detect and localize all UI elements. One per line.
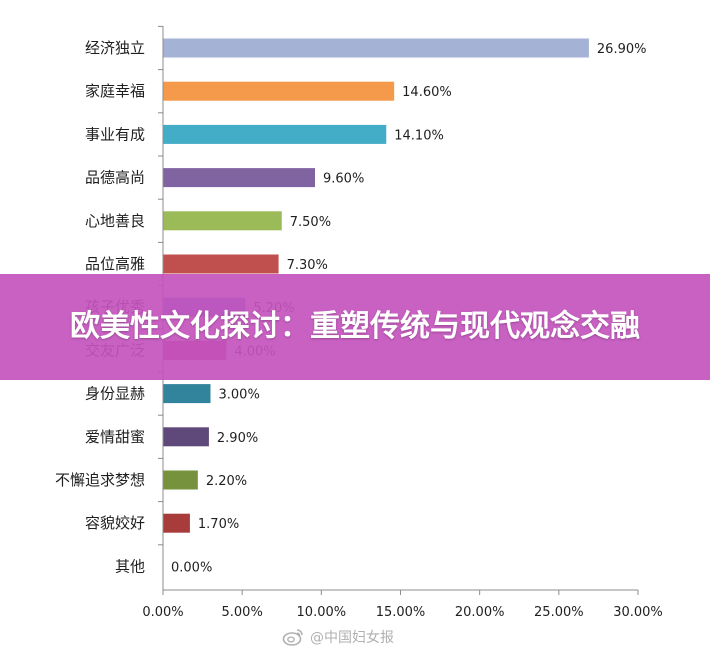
category-label: 容貌姣好 [85, 514, 145, 532]
category-label: 经济独立 [85, 39, 145, 57]
data-label: 7.50% [290, 215, 331, 230]
category-label: 心地善良 [85, 212, 145, 230]
category-label: 不懈追求梦想 [55, 471, 145, 489]
data-label: 26.90% [597, 42, 647, 57]
data-label: 7.30% [287, 258, 328, 273]
title-banner: 欧美性文化探讨：重塑传统与现代观念交融 [0, 274, 710, 380]
data-label: 9.60% [323, 172, 364, 187]
watermark: @中国妇女报 [282, 626, 394, 648]
data-label: 2.20% [206, 474, 247, 489]
category-label: 其他 [115, 557, 145, 575]
category-label: 爱情甜蜜 [85, 428, 145, 446]
x-tick-label: 30.00% [613, 605, 663, 620]
data-label: 0.00% [171, 560, 212, 575]
bar [163, 211, 282, 231]
category-label: 品位高雅 [85, 255, 145, 273]
category-label: 品德高尚 [85, 169, 145, 187]
bar [163, 470, 198, 490]
category-label: 事业有成 [85, 125, 145, 143]
data-label: 14.10% [394, 128, 444, 143]
category-label: 身份显赫 [85, 385, 145, 403]
data-label: 2.90% [217, 431, 258, 446]
data-label: 1.70% [198, 517, 239, 532]
x-tick-label: 15.00% [376, 605, 426, 620]
x-tick-label: 25.00% [534, 605, 584, 620]
category-label: 家庭幸福 [85, 82, 145, 100]
bar [163, 38, 589, 58]
bar [163, 513, 190, 533]
banner-title: 欧美性文化探讨：重塑传统与现代观念交融 [70, 309, 640, 344]
bar [163, 168, 315, 188]
bar [163, 254, 279, 274]
x-tick-label: 0.00% [142, 605, 183, 620]
bar [163, 81, 395, 101]
weibo-icon [282, 629, 303, 646]
x-axis: 0.00% 5.00% 10.00% 15.00% 20.00% 25.00% 30.00% [142, 25, 663, 620]
data-label: 3.00% [219, 388, 260, 403]
x-tick-label: 10.00% [297, 605, 347, 620]
watermark-text: @中国妇女报 [310, 630, 394, 646]
x-tick-label: 5.00% [222, 605, 263, 620]
bar [163, 124, 387, 144]
bar [163, 384, 211, 404]
x-tick-label: 20.00% [455, 605, 505, 620]
data-label: 14.60% [402, 85, 452, 100]
bar [163, 427, 209, 447]
